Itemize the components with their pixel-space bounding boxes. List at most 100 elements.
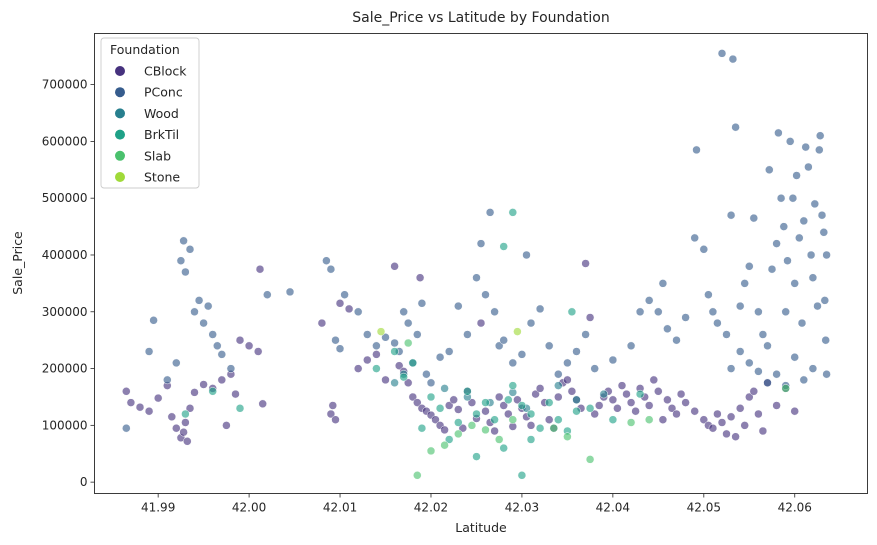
point-cblock-87	[622, 389, 631, 399]
point-brktil-5	[399, 372, 408, 382]
point-brktil-30	[508, 208, 518, 217]
point-pconc-3	[163, 375, 172, 385]
y-tick-label: 300000	[42, 305, 88, 319]
point-pconc-37	[435, 352, 445, 362]
legend-label-wood: Wood	[144, 106, 179, 121]
point-pconc-110	[819, 228, 829, 237]
point-cblock-89	[631, 406, 640, 416]
point-cblock-114	[754, 409, 763, 419]
point-pconc-34	[417, 299, 427, 308]
point-slab-2	[426, 446, 436, 456]
y-axis-label: Sale_Price	[10, 231, 25, 295]
point-brktil-22	[544, 398, 554, 407]
point-cblock-111	[740, 421, 749, 430]
point-brktil-16	[499, 242, 508, 251]
legend-label-slab: Slab	[144, 148, 171, 163]
y-tick-label: 600000	[42, 134, 88, 148]
point-cblock-99	[676, 389, 686, 399]
point-pconc-12	[203, 301, 213, 311]
point-cblock-7	[172, 423, 181, 433]
point-pconc-55	[563, 358, 572, 368]
point-cblock-105	[713, 409, 722, 419]
point-pconc-6	[179, 236, 188, 246]
point-pconc-65	[663, 324, 672, 334]
point-pconc-84	[758, 330, 768, 339]
point-brktil-13	[472, 409, 481, 419]
point-pconc-88	[772, 239, 781, 248]
point-pconc-28	[390, 338, 399, 348]
point-pconc-50	[522, 250, 531, 260]
point-pconc-23	[340, 290, 349, 299]
point-pconc-100	[799, 216, 809, 226]
point-pconc-72	[708, 307, 718, 317]
point-cblock-94	[654, 387, 663, 396]
point-cblock-92	[644, 401, 654, 410]
point-pconc-18	[285, 287, 295, 297]
point-pconc-14	[213, 341, 222, 351]
x-tick-label: 42.04	[596, 501, 630, 515]
point-pconc-111	[820, 296, 830, 305]
point-pconc-10	[194, 296, 204, 305]
point-cblock-74	[563, 375, 572, 385]
point-pconc-74	[717, 49, 727, 58]
legend-label-brktil: BrkTil	[144, 127, 179, 142]
point-pconc-85	[763, 341, 772, 351]
point-cblock-79	[585, 313, 595, 322]
y-axis: 0 100000 200000 300000 400000 500000 600000 700…	[42, 78, 95, 489]
x-tick-label: 42.03	[505, 501, 539, 515]
point-pconc-51	[526, 318, 536, 328]
x-tick-label: 42.06	[778, 501, 812, 515]
point-cblock-59	[494, 392, 504, 402]
point-brktil-29	[635, 389, 645, 399]
point-pconc-106	[813, 301, 822, 311]
point-cblock-13	[190, 388, 199, 397]
point-brktil-20	[526, 409, 536, 419]
point-pconc-9	[190, 307, 199, 317]
point-pconc-63	[654, 307, 663, 317]
point-cblock-16	[217, 375, 227, 385]
legend-marker-wood	[115, 108, 125, 119]
point-pconc-87	[767, 264, 777, 274]
point-pconc-52	[535, 304, 545, 314]
point-pconc-103	[806, 250, 816, 260]
point-cblock-93	[649, 375, 659, 385]
point-pconc-20	[326, 264, 336, 274]
x-tick-label: 42.00	[232, 501, 266, 515]
point-wood-0	[390, 378, 399, 388]
point-cblock-119	[790, 406, 799, 416]
point-brktil-23	[554, 415, 563, 424]
point-cblock-100	[681, 398, 690, 407]
point-slab-9	[549, 423, 559, 433]
point-brktil-19	[517, 401, 527, 410]
point-slab-0	[403, 338, 413, 348]
point-pconc-80	[740, 279, 749, 288]
point-pconc-4	[172, 358, 181, 368]
point-pconc-120	[763, 378, 772, 388]
point-pconc-98	[795, 233, 804, 243]
point-slab-10	[563, 432, 572, 441]
point-cblock-51	[458, 423, 468, 433]
point-pconc-113	[822, 369, 831, 379]
point-cblock-1	[126, 398, 136, 407]
point-brktil-6	[408, 358, 418, 368]
point-cblock-50	[454, 405, 463, 414]
legend-marker-brktil	[115, 129, 125, 140]
point-pconc-90	[776, 193, 786, 203]
point-wood-9	[599, 389, 609, 399]
point-pconc-117	[790, 352, 799, 362]
point-pconc-59	[608, 355, 618, 365]
point-cblock-56	[481, 406, 490, 416]
legend-label-pconc: PConc	[144, 85, 183, 100]
point-pconc-40	[463, 330, 472, 339]
point-cblock-31	[353, 364, 363, 373]
point-pconc-107	[815, 145, 824, 155]
legend-marker-pconc	[115, 87, 125, 98]
point-cblock-95	[658, 415, 668, 424]
point-cblock-84	[608, 395, 618, 405]
point-pconc-62	[644, 296, 654, 305]
point-brktil-1	[208, 387, 217, 396]
point-cblock-22	[253, 347, 263, 356]
point-pconc-11	[199, 318, 208, 328]
point-brktil-14	[481, 398, 490, 407]
